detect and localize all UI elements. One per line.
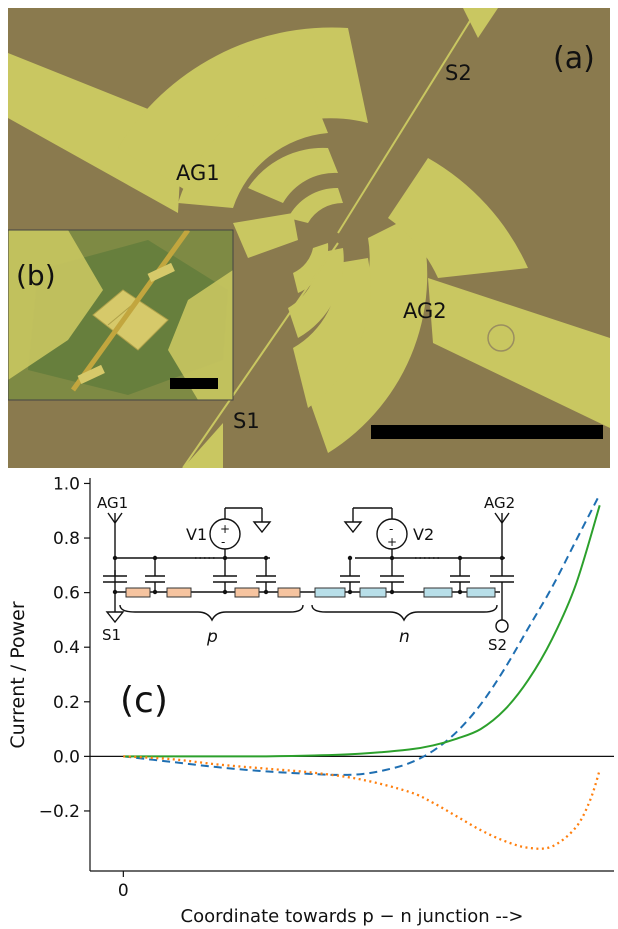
y-tick-label: 0.6 — [53, 584, 80, 604]
circuit-label-p: p — [206, 627, 218, 647]
y-tick-label: 0.0 — [53, 747, 80, 767]
defect-circle — [487, 324, 515, 352]
label-ag1: AG1 — [176, 161, 220, 185]
voltage-source-v1 — [209, 507, 272, 558]
y-tick-label: 0.4 — [53, 638, 80, 658]
circuit-label-v1: V1 — [186, 525, 207, 544]
circuit-label-ag1: AG1 — [97, 494, 128, 512]
y-tick-label: 0.2 — [53, 693, 80, 713]
antenna-ag2 — [288, 158, 610, 453]
panel-b-label: (b) — [16, 259, 56, 292]
center-pad — [92, 289, 169, 351]
label-s2: S2 — [445, 61, 472, 85]
y-tick-label: 0.8 — [53, 529, 80, 549]
scale-bar-a — [371, 425, 603, 439]
series-line-1 — [123, 493, 601, 776]
terminal-s2 — [495, 619, 509, 633]
capacitors-n — [340, 558, 514, 620]
chart-panel-c: −0.2 0.0 0.2 0.4 0.6 0.8 1.0 0 Current / Power… — [7, 474, 614, 927]
panel-a-label: (a) — [553, 41, 595, 76]
plot-area — [90, 478, 614, 871]
micrograph-panel-a: (a) AG1 AG2 S1 S2 (b) — [8, 8, 610, 468]
circuit-label-n: n — [399, 627, 410, 647]
voltage-source-v2 — [343, 507, 408, 558]
v2-minus: - — [389, 522, 393, 536]
pad-left — [8, 230, 103, 380]
panel-c-label: (c) — [120, 680, 168, 721]
antenna-symbol-ag1 — [107, 512, 123, 530]
pad-right — [168, 270, 233, 400]
y-axis-ticks: −0.2 0.0 0.2 0.4 0.6 0.8 1.0 — [39, 474, 90, 822]
v1-minus: - — [221, 535, 225, 549]
antenna-symbol-ag2 — [494, 512, 510, 558]
antenna-ag1 — [8, 27, 368, 258]
contact-bottom — [77, 364, 105, 385]
inset-panel-b: (b) — [8, 229, 234, 401]
brace-n — [311, 604, 498, 622]
resistors-p — [125, 587, 301, 598]
pad-s1-bottom — [183, 423, 223, 468]
y-tick-label: 1.0 — [53, 474, 80, 494]
y-axis-label: Current / Power — [7, 601, 29, 748]
circuit-nodes — [112, 555, 505, 595]
strip-s1 — [182, 242, 339, 468]
pad-s2-top — [463, 8, 498, 38]
v2-plus: + — [387, 535, 397, 549]
ground-s1 — [105, 611, 125, 624]
label-s1: S1 — [233, 409, 260, 433]
x-axis-label: Coordinate towards p − n junction --> — [181, 906, 524, 927]
brace-p — [119, 604, 304, 622]
x-tick-label: 0 — [118, 881, 129, 901]
x-axis-ticks: 0 — [118, 871, 129, 901]
series-line-2 — [123, 505, 601, 758]
series-lines — [123, 493, 601, 850]
circuit-label-s2: S2 — [488, 636, 507, 654]
y-tick-label: −0.2 — [39, 802, 80, 822]
channel-strip — [70, 230, 191, 392]
contact-top — [147, 262, 175, 283]
scale-bar-b — [170, 378, 218, 389]
label-ag2: AG2 — [403, 299, 447, 323]
circuit-label-ag2: AG2 — [484, 494, 515, 512]
resistors-n — [314, 587, 496, 598]
strip-s2 — [337, 8, 479, 234]
v1-plus: + — [220, 522, 230, 536]
circuit-label-s1: S1 — [102, 626, 121, 644]
circuit-label-v2: V2 — [413, 525, 434, 544]
axes-frame — [89, 478, 614, 872]
